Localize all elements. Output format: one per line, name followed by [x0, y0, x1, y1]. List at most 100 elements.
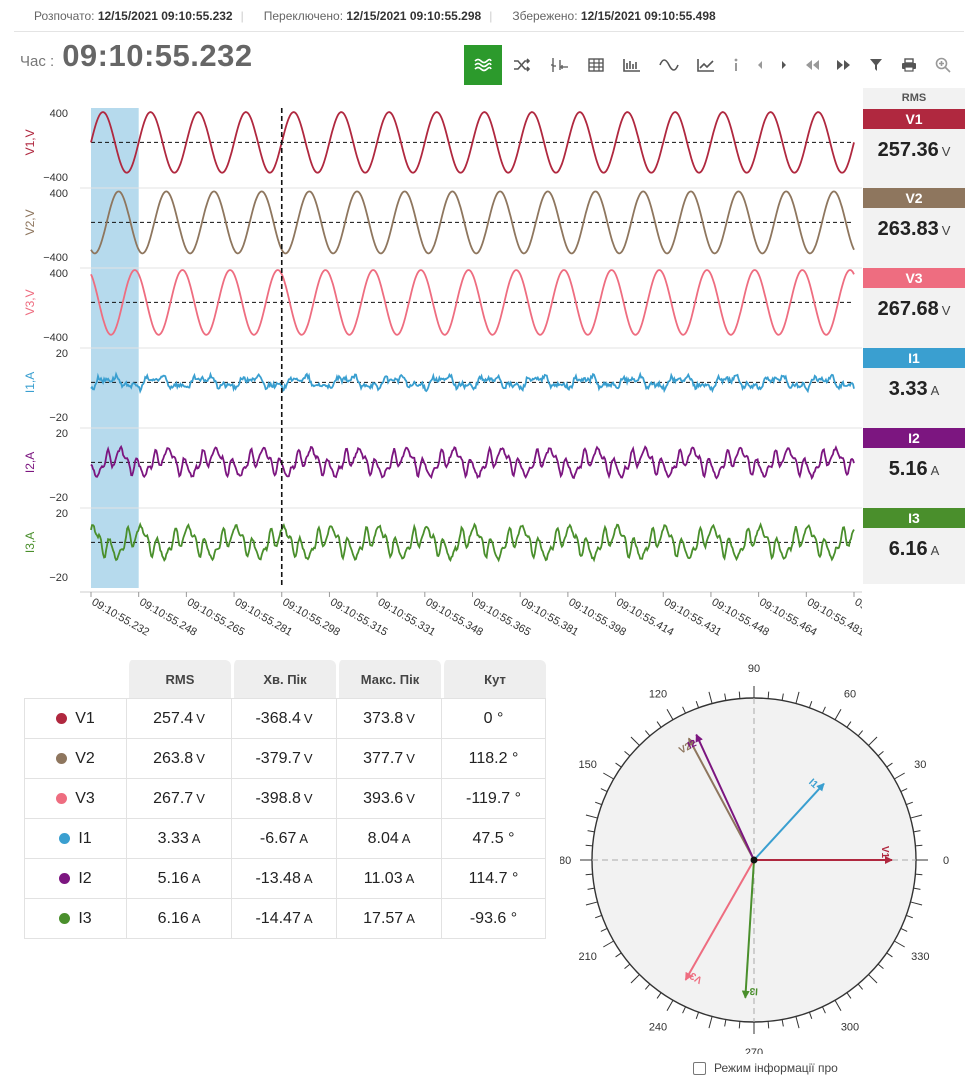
- trend-button[interactable]: [688, 45, 724, 85]
- phasor-label: V1: [879, 846, 890, 859]
- shuffle-button[interactable]: [502, 45, 542, 85]
- angle-label: 150: [579, 759, 597, 771]
- time-display: Час : 09:10:55.232: [20, 38, 253, 74]
- rms-unit: V: [941, 303, 951, 318]
- phasor-tick: [738, 1021, 741, 1029]
- phasor-tick: [595, 914, 602, 919]
- table-icon: [588, 58, 604, 72]
- channel-color-dot: [59, 872, 71, 884]
- phasor-origin: [750, 856, 758, 864]
- rewind-icon: [806, 60, 819, 70]
- info-mode-checkbox[interactable]: [693, 1061, 706, 1075]
- angle-label: 270: [745, 1047, 763, 1054]
- phasor-tick: [915, 873, 923, 876]
- rms-cell: 3.33 A: [126, 819, 231, 859]
- table-row: V3 267.7 V -398.8 V 393.6 V -119.7 °: [24, 779, 546, 819]
- phasor-tick: [910, 901, 923, 906]
- phasor-tick: [600, 928, 608, 932]
- bar-chart-button[interactable]: [614, 45, 650, 85]
- max-peak-cell: 17.57 A: [336, 899, 441, 939]
- time-label: Час :: [20, 53, 55, 70]
- rms-card-i2: I2 5.16 A: [863, 428, 965, 481]
- rms-name: I3: [863, 508, 965, 528]
- table-view-button[interactable]: [578, 45, 614, 85]
- axis-label: I2,A: [23, 452, 37, 473]
- filter-button[interactable]: [860, 45, 892, 85]
- y-tick-label: −20: [49, 572, 68, 584]
- print-button[interactable]: [892, 45, 926, 85]
- table-row: I3 6.16 A -14.47 A 17.57 A -93.6 °: [24, 899, 546, 939]
- next-button[interactable]: [772, 45, 796, 85]
- rms-card-i1: I1 3.33 A: [863, 348, 965, 401]
- toolbar: [464, 45, 960, 85]
- min-peak-cell: -368.4 V: [231, 698, 336, 739]
- y-tick-label: 20: [56, 348, 68, 360]
- phasor-vector-i3: [741, 859, 755, 999]
- phasor-tick: [656, 992, 662, 999]
- series-line-i1: [90, 371, 855, 394]
- phasor-tick: [603, 940, 614, 948]
- phasor-tick: [795, 1016, 800, 1029]
- angle-cell: 118.2 °: [441, 739, 546, 779]
- phasor-tick: [630, 974, 640, 984]
- sine-button[interactable]: [650, 45, 688, 85]
- y-tick-label: −20: [49, 412, 68, 424]
- phasor-tick: [857, 983, 864, 990]
- opened-label: Розпочато:: [34, 8, 95, 23]
- prev-icon: [758, 61, 762, 69]
- switched-info: Переключено: 12/15/2021 09:10:55.298: [244, 9, 489, 23]
- info-button[interactable]: [724, 45, 748, 85]
- phasor-tick: [682, 1006, 686, 1014]
- info-mode-toggle[interactable]: Режим інформації про: [693, 1061, 838, 1075]
- phasor-vector-i1: [753, 782, 825, 861]
- phasor-tick: [666, 1000, 674, 1011]
- phasor-tick: [877, 750, 884, 757]
- prev-button[interactable]: [748, 45, 772, 85]
- status-bar: Розпочато: 12/15/2021 09:10:55.232 | Пер…: [14, 0, 964, 32]
- info-icon: [734, 58, 738, 71]
- rms-value: 257.36: [877, 139, 939, 161]
- angle-label: 210: [579, 951, 597, 963]
- angle-cell: 0 °: [441, 698, 546, 739]
- phasor-tick: [695, 1012, 700, 1019]
- phasor-tick: [585, 901, 598, 906]
- max-peak-cell: 11.03 A: [336, 859, 441, 899]
- max-peak-cell: 8.04 A: [336, 819, 441, 859]
- phasor-tick: [738, 691, 741, 699]
- axis-label: V2,V: [23, 209, 37, 235]
- rewind-button[interactable]: [796, 45, 828, 85]
- waveform-icon: [474, 58, 492, 72]
- rms-panel: RMS V1 257.36 V V2 263.83 V V3 267.68 V I1 …: [863, 88, 965, 584]
- spectrum-button[interactable]: [542, 45, 578, 85]
- phasor-tick: [822, 706, 826, 714]
- column-header-max-peak: Макс. Пік: [336, 660, 441, 698]
- waveform-chart[interactable]: 400 −400 V1,V 400 −400 V2,V 400 −400 V3,V 20 −20 I1…: [0, 80, 862, 660]
- channel-color-dot: [59, 832, 71, 844]
- spectrum-icon: [551, 58, 568, 72]
- axis-label: V1,V: [23, 129, 37, 155]
- rms-value: 6.16: [888, 538, 928, 560]
- phasor-tick: [913, 830, 921, 833]
- phasor-tick: [915, 844, 923, 847]
- rms-cell: 6.16 A: [126, 899, 231, 939]
- phasor-label: V3: [688, 969, 704, 985]
- y-tick-label: 20: [56, 508, 68, 520]
- rms-unit: V: [941, 223, 951, 238]
- angle-label: 300: [841, 1021, 859, 1033]
- axis-label: I1,A: [23, 372, 37, 393]
- phasor-tick: [615, 952, 622, 958]
- channel-cell: V3: [24, 779, 126, 819]
- zoom-button[interactable]: [926, 45, 960, 85]
- waveform-view-button[interactable]: [464, 45, 502, 85]
- rms-value: 5.16: [888, 458, 928, 480]
- saved-label: Збережено:: [512, 8, 578, 23]
- fast-forward-button[interactable]: [828, 45, 860, 85]
- rms-unit: A: [930, 383, 940, 398]
- column-header-min-peak: Хв. Пік: [231, 660, 336, 698]
- phasor-tick: [886, 762, 893, 768]
- channel-name: V1: [75, 709, 95, 727]
- rms-cell: 257.4 V: [126, 698, 231, 739]
- column-header-rms: RMS: [126, 660, 231, 698]
- phasor-tick: [624, 750, 631, 757]
- phasor-tick: [708, 1016, 713, 1029]
